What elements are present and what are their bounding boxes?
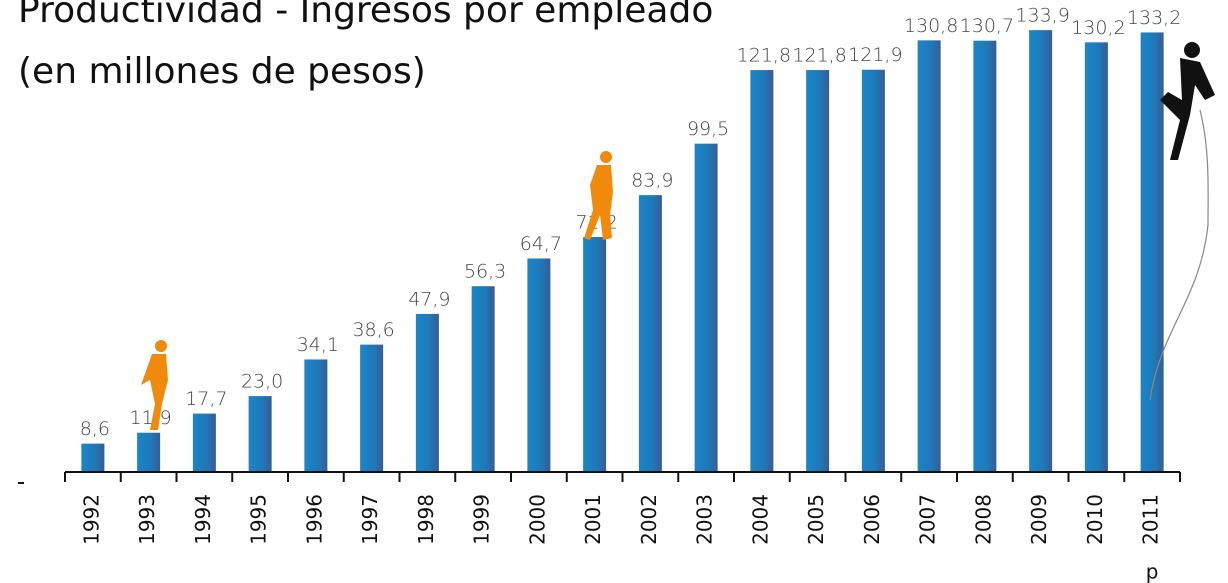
value-label: 121,8 bbox=[792, 45, 846, 67]
bar bbox=[81, 443, 105, 472]
x-tick-label: 2005 bbox=[804, 494, 828, 545]
value-label: 99,5 bbox=[687, 118, 729, 140]
x-tick-label: 1995 bbox=[247, 494, 271, 545]
x-tick-label: 2009 bbox=[1027, 494, 1051, 545]
bar bbox=[806, 70, 830, 472]
x-tick-label: 1993 bbox=[135, 494, 159, 545]
bar bbox=[973, 40, 997, 472]
bar bbox=[1084, 42, 1108, 473]
x-tick-label: 1996 bbox=[302, 494, 326, 545]
bar bbox=[192, 413, 216, 472]
bar bbox=[1029, 30, 1053, 472]
value-label: 121,8 bbox=[737, 45, 791, 67]
value-label: 130,2 bbox=[1071, 17, 1125, 39]
climber-figure bbox=[1149, 42, 1215, 401]
bar bbox=[750, 70, 774, 472]
x-tick-label: 2007 bbox=[916, 494, 940, 545]
bar bbox=[1140, 32, 1164, 472]
bar bbox=[415, 313, 439, 472]
x-tick-label: 2006 bbox=[860, 494, 884, 545]
bar bbox=[583, 237, 607, 472]
bar bbox=[248, 396, 272, 472]
value-label: 121,9 bbox=[848, 44, 902, 66]
x-tick-label: 1994 bbox=[191, 494, 215, 545]
value-label: 56,3 bbox=[464, 261, 506, 283]
value-label: 130,8 bbox=[904, 15, 958, 37]
bar bbox=[638, 195, 662, 472]
x-tick-label: 2004 bbox=[748, 494, 772, 545]
bar bbox=[527, 258, 551, 472]
bar bbox=[694, 143, 718, 472]
bar bbox=[917, 40, 941, 473]
walker-figure bbox=[141, 151, 613, 430]
x-tick-label: 2008 bbox=[971, 494, 995, 545]
value-label: 23,0 bbox=[241, 371, 283, 393]
value-label: 133,9 bbox=[1015, 5, 1069, 27]
x-tick-label: 2001 bbox=[581, 494, 605, 545]
value-label: 11,9 bbox=[129, 407, 171, 429]
value-label: 34,1 bbox=[297, 334, 339, 356]
value-label: 17,7 bbox=[185, 388, 227, 410]
value-label: 8,6 bbox=[80, 418, 110, 440]
bar bbox=[861, 69, 885, 472]
x-tick-label: 2003 bbox=[693, 494, 717, 545]
value-label: 133,2 bbox=[1127, 7, 1181, 29]
value-label: 38,6 bbox=[352, 319, 394, 341]
bar bbox=[304, 359, 328, 472]
chart-subtitle: (en millones de pesos) bbox=[18, 51, 426, 92]
x-tick-label: 1997 bbox=[358, 494, 382, 545]
bar bbox=[137, 432, 161, 472]
x-tick-label: 2011 bbox=[1139, 494, 1163, 545]
category-note: p bbox=[1146, 560, 1159, 583]
value-label: 47,9 bbox=[408, 288, 450, 310]
value-label: 64,7 bbox=[520, 233, 562, 255]
chart-title: Productividad - Ingresos por empleado bbox=[18, 0, 713, 31]
x-tick-label: 1998 bbox=[414, 494, 438, 545]
x-tick-label: 2002 bbox=[637, 494, 661, 545]
x-tick-label: 2000 bbox=[525, 494, 549, 545]
x-tick-label: 2010 bbox=[1083, 494, 1107, 545]
bar bbox=[471, 286, 495, 472]
value-label: 130,7 bbox=[960, 15, 1014, 37]
bar bbox=[360, 344, 384, 472]
value-label: 83,9 bbox=[631, 170, 673, 192]
x-tick-label: 1992 bbox=[79, 494, 103, 545]
x-tick-label: 1999 bbox=[470, 494, 494, 545]
